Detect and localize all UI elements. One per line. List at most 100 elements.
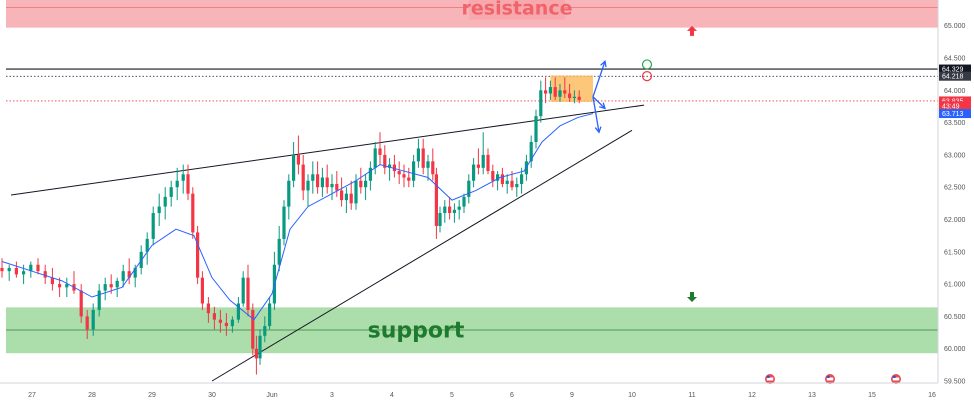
candle [462,193,466,214]
consolidation-box [550,75,593,102]
y-tick-label: 64.000 [944,88,966,95]
candle [368,161,372,191]
candle-body [407,177,411,181]
x-tick-label: 15 [868,392,876,399]
candle [292,141,296,188]
candle [218,309,222,333]
price-badge-label: 64.329 [942,67,964,74]
candle-body [277,238,281,265]
x-tick-label: 9 [570,392,574,399]
candle-body [268,303,272,327]
candle-body [320,177,324,188]
candle-body [467,180,471,197]
candle [359,167,363,194]
candle [397,161,401,184]
candle [268,297,272,330]
candle-body [491,171,495,181]
candle-body [500,174,504,184]
candle-body [50,277,54,285]
support-label: support [368,319,465,344]
candle-body [383,154,387,168]
candle [65,277,69,298]
x-tick-label: 11 [688,392,695,399]
candle-body [224,322,228,327]
red-circle-marker[interactable] [641,70,653,82]
candle-body [191,193,195,233]
x-tick-label: Jun [266,392,277,399]
candle-body [388,164,392,168]
candle [127,258,131,285]
candle-body [486,154,490,172]
price-badge: 43:49 [939,101,971,111]
moving-average-line [1,113,594,321]
candle [320,167,324,197]
candle [169,180,173,207]
projection-arrow-2 [592,96,600,133]
candle [151,206,155,246]
candle [426,154,430,181]
x-tick-label: 29 [148,392,156,399]
candle [491,164,495,188]
candle [258,329,262,365]
candle-body [426,161,430,168]
candle-body [145,238,149,252]
candle [254,335,258,375]
candle [373,141,377,175]
candle [14,261,18,278]
x-tick-label: 27 [28,392,36,399]
candle-body [121,271,125,281]
candle [287,174,291,220]
trendline-1 [211,129,633,382]
x-tick-label: 6 [510,392,514,399]
up-arrow-marker[interactable] [687,25,697,36]
us-flag-icon[interactable] [891,374,901,384]
candle-body [392,164,396,172]
us-flag-icon[interactable] [825,374,835,384]
candle [246,264,250,317]
candle-body [258,335,262,359]
candle-body [378,148,382,155]
candle [335,171,339,197]
y-tick-label: 63.000 [944,152,966,159]
candle-body [548,87,552,94]
projection-arrow-0 [592,61,606,97]
candle [407,167,411,188]
projection-arrow-1 [592,96,606,109]
x-tick-label: 5 [450,392,454,399]
candle-body [457,206,461,210]
price-badge-bg [939,71,971,81]
projection-arrow-head-0 [600,59,607,68]
price-badge-bg [939,64,971,74]
candle [344,187,348,214]
candle [58,277,62,298]
candle-body [558,90,562,97]
candle-body [196,232,200,278]
candle [577,90,581,104]
down-arrow-marker[interactable] [687,292,697,303]
candle-body [236,303,240,320]
candle-body [476,164,480,168]
candle [388,158,392,181]
x-tick-label: 10 [628,392,636,399]
flag-stripe [766,377,774,381]
green-circle-marker[interactable] [641,59,653,70]
candle-body [529,141,533,162]
candle-body [58,284,62,288]
candle-body [534,116,538,142]
candle-body [36,264,40,272]
candle [72,271,76,294]
candle [212,306,216,330]
us-flag-icon[interactable] [765,374,775,384]
candle [548,80,552,100]
candle-body [544,90,548,94]
candle-body [115,280,119,288]
zone-layer: resistance support [6,0,938,354]
flag-stripe [826,377,834,381]
candle-body [412,161,416,181]
projection-arrows-layer [592,59,607,134]
candle [515,177,519,197]
flag-canton [766,375,770,378]
candle [544,77,548,104]
